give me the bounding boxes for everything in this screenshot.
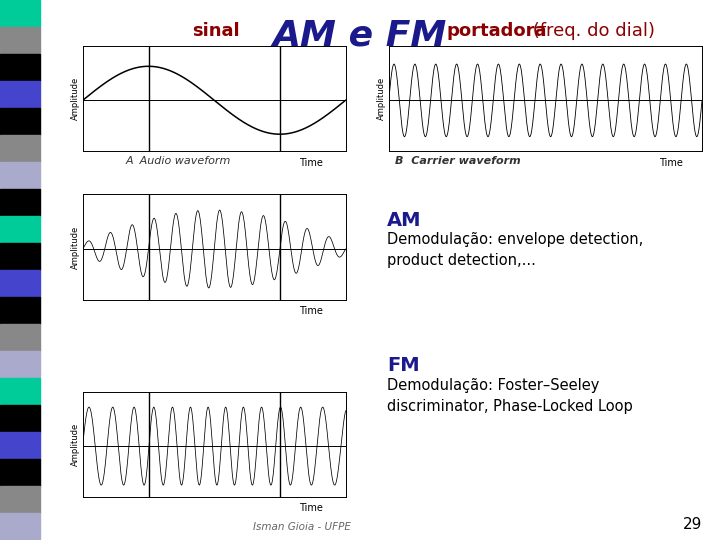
Y-axis label: Amplitude: Amplitude <box>71 225 80 269</box>
X-axis label: Time: Time <box>659 158 683 167</box>
Text: Demodulação: Foster–Seeley
discriminator, Phase-Locked Loop: Demodulação: Foster–Seeley discriminator… <box>387 378 633 414</box>
X-axis label: Time: Time <box>300 306 323 316</box>
Text: 29: 29 <box>683 517 702 532</box>
X-axis label: Time: Time <box>300 503 323 513</box>
Text: AM e FM: AM e FM <box>273 19 447 53</box>
Text: FM: FM <box>387 356 420 375</box>
Text: AM: AM <box>387 211 422 229</box>
X-axis label: Time: Time <box>300 158 323 167</box>
Text: B  Carrier waveform: B Carrier waveform <box>395 156 521 166</box>
Text: (freq. do dial): (freq. do dial) <box>527 23 655 40</box>
Text: A  Audio waveform: A Audio waveform <box>126 156 231 166</box>
Y-axis label: Amplitude: Amplitude <box>377 77 386 120</box>
Text: Demodulação: envelope detection,
product detection,...: Demodulação: envelope detection, product… <box>387 232 644 268</box>
Text: sinal: sinal <box>192 23 240 40</box>
Y-axis label: Amplitude: Amplitude <box>71 77 80 120</box>
Text: Isman Gioia - UFPE: Isman Gioia - UFPE <box>253 522 351 532</box>
Y-axis label: Amplitude: Amplitude <box>71 422 80 466</box>
Text: portadora: portadora <box>446 23 547 40</box>
